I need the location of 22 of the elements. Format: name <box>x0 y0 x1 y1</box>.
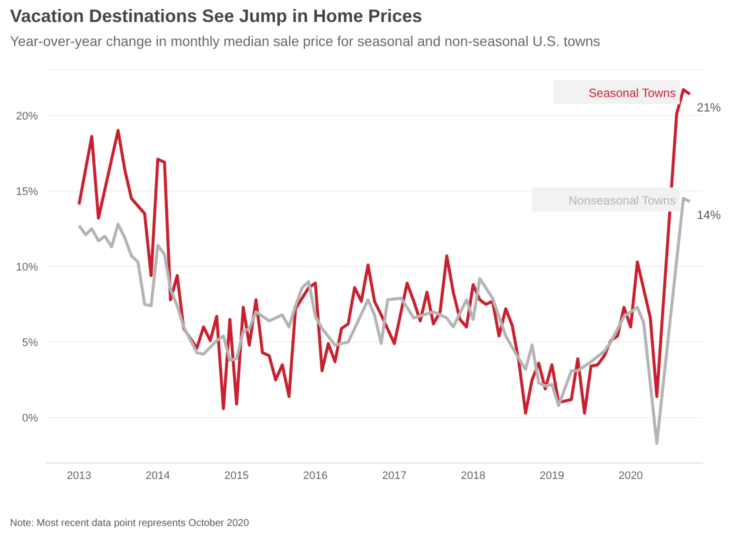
x-tick-label: 2014 <box>146 470 170 482</box>
chart-subtitle: Year-over-year change in monthly median sale price for seasonal and non-seasonal U.S. towns <box>10 33 600 49</box>
line-series <box>78 196 692 445</box>
x-tick-label: 2017 <box>382 470 407 482</box>
text: Note: Most recent data point represents October 2020 <box>10 518 250 529</box>
annotation: 14% <box>696 208 722 222</box>
x-tick-label: 2018 <box>460 470 486 482</box>
x-tick-label: 2016 <box>303 470 328 482</box>
x-tick-label: 2013 <box>66 470 92 482</box>
annotation: 21% <box>696 100 722 115</box>
y-tick-label: 15% <box>16 186 38 198</box>
y-tick-label: 0% <box>22 412 38 425</box>
series-label: Seasonal Towns <box>588 86 676 100</box>
line-series <box>78 88 692 415</box>
x-tick-label: 2020 <box>618 470 643 482</box>
y-tick-label: 20% <box>16 110 38 122</box>
chart-title: Vacation Destinations See Jump in Home Prices <box>10 6 422 27</box>
y-tick-label: 5% <box>22 336 38 349</box>
y-tick-label: 10% <box>16 261 38 274</box>
x-tick-label: 2019 <box>540 470 564 482</box>
series-label: Nonseasonal Towns <box>568 194 676 208</box>
x-tick-label: 2015 <box>224 470 249 482</box>
